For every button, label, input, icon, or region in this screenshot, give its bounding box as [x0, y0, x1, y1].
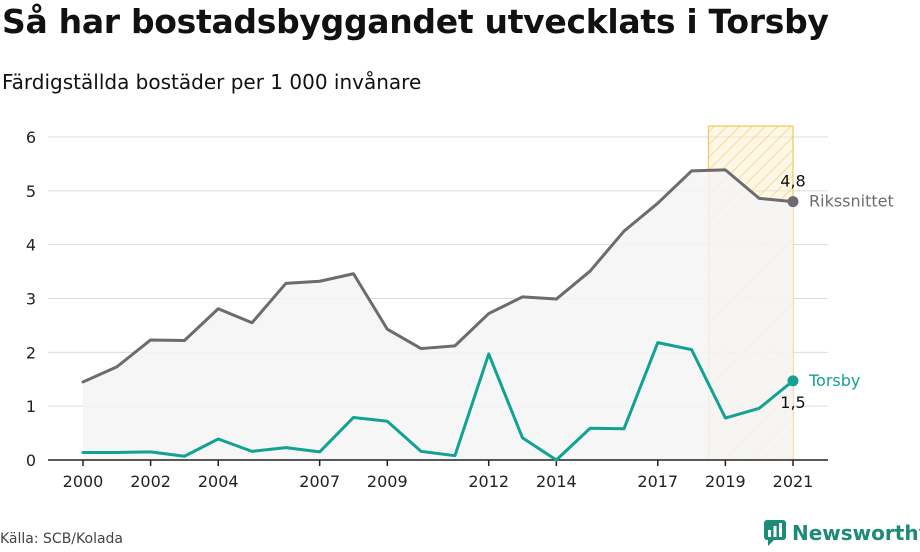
x-axis: 2000 2002 2004 2007 2009 2012 2014 2017 2019 2021	[48, 459, 828, 491]
riks-area-fill	[83, 169, 793, 461]
end-point-rikssnittet	[787, 196, 799, 208]
x-tick-label-2004: 2004	[198, 472, 239, 491]
y-tick-label-3: 3	[26, 290, 36, 309]
x-tick-label-2002: 2002	[130, 472, 171, 491]
y-tick-label-0: 0	[26, 451, 36, 470]
x-tick-label-2012: 2012	[468, 472, 509, 491]
series-lines	[81, 168, 799, 462]
chart-subtitle: Färdigställda bostäder per 1 000 invånar…	[2, 70, 422, 94]
x-tick-label-2014: 2014	[536, 472, 577, 491]
brand-logo: Newsworthy	[764, 520, 920, 546]
chart-title: Så har bostadsbyggandet utvecklats i Tor…	[2, 2, 829, 41]
series-line-torsby	[81, 341, 795, 462]
y-tick-label-2: 2	[26, 343, 36, 362]
x-tick-label-2019: 2019	[705, 472, 746, 491]
y-tick-label-4: 4	[26, 236, 36, 255]
end-value-rikssnittet: 4,8	[780, 172, 805, 191]
x-tick-label-2007: 2007	[299, 472, 340, 491]
source-note: Källa: SCB/Kolada	[0, 531, 124, 547]
y-tick-label-1: 1	[26, 397, 36, 416]
y-tick-label-5: 5	[26, 182, 36, 201]
brand-name: Newsworthy	[792, 521, 920, 545]
x-tick-label-2017: 2017	[637, 472, 678, 491]
y-tick-label-6: 6	[26, 128, 36, 147]
x-tick-label-2021: 2021	[773, 472, 814, 491]
riks-area	[83, 169, 793, 461]
series-label-rikssnittet: Rikssnittet	[809, 192, 894, 211]
end-point-torsby	[787, 375, 799, 387]
end-value-torsby: 1,5	[780, 393, 805, 412]
x-tick-label-2000: 2000	[63, 472, 104, 491]
series-label-torsby: Torsby	[808, 371, 860, 390]
series-line-rikssnittet	[81, 168, 795, 384]
x-tick-label-2009: 2009	[367, 472, 408, 491]
newsworthy-logo-icon	[764, 520, 786, 546]
